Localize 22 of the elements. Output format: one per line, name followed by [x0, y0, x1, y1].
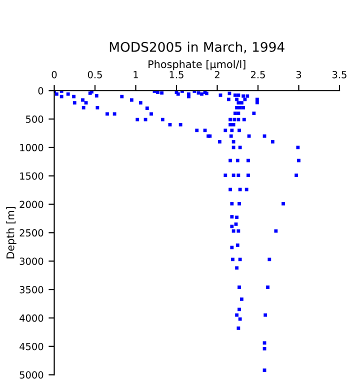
y-tick-label: 4000: [20, 314, 44, 322]
y-tick-label: 500: [26, 116, 44, 123]
chart-title: MODS2005 in March, 1994: [110, 42, 284, 54]
y-tick-label: 2500: [20, 229, 44, 237]
y-tick-label: 4500: [20, 342, 44, 350]
y-tick-label: 1500: [20, 172, 44, 180]
x-tick-label: 1: [134, 71, 138, 78]
y-tick-label: 3500: [20, 286, 44, 294]
x-tick-label: 2.5: [250, 70, 265, 78]
y-tick-label: 3000: [20, 258, 44, 265]
x-axis-title: Phosphate [µmol/l]: [148, 60, 246, 70]
y-tick-label: 1000: [20, 144, 44, 152]
x-tick-label: 0.5: [88, 70, 102, 78]
x-tick-label: 3.5: [332, 70, 346, 78]
y-axis-title: Depth [m]: [6, 206, 16, 258]
y-tick-label: 5000: [20, 371, 44, 379]
x-tick-label: 3: [296, 70, 302, 78]
x-tick-label: 1.5: [170, 71, 184, 78]
y-tick-label: 0: [38, 87, 44, 94]
x-tick-label: 0: [52, 70, 57, 78]
x-tick-label: 2: [214, 70, 220, 78]
y-tick-label: 2000: [20, 200, 44, 208]
